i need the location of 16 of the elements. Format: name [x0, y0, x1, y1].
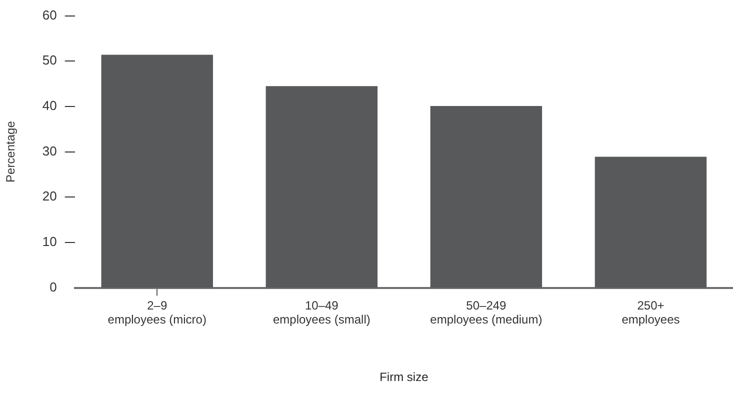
x-tick-label: 10–49 employees (small) — [272, 298, 370, 327]
y-tick-label: 40 — [42, 98, 57, 114]
y-tick-label: 0 — [50, 279, 57, 294]
x-tick-label: 250+ employees — [622, 298, 680, 327]
bar — [430, 106, 542, 288]
x-axis-title: Firm size — [380, 370, 429, 384]
y-tick-label: 30 — [42, 143, 57, 158]
x-tick-label: 2–9 employees (micro) — [108, 298, 206, 327]
y-axis-title: Percentage — [4, 120, 18, 182]
x-tick-label: 50–249 employees (medium) — [430, 298, 542, 327]
y-tick-label: 50 — [42, 52, 57, 68]
y-tick-label: 60 — [42, 7, 57, 22]
y-tick-label: 20 — [42, 188, 57, 204]
bar — [594, 156, 707, 288]
bar — [266, 86, 378, 288]
y-tick-label: 10 — [42, 234, 57, 250]
